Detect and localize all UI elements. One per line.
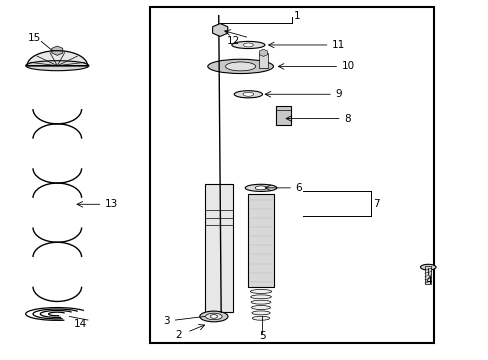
Bar <box>149 7 433 342</box>
Ellipse shape <box>251 311 270 315</box>
Ellipse shape <box>251 300 270 304</box>
Text: 5: 5 <box>259 332 265 342</box>
Polygon shape <box>52 46 62 55</box>
Ellipse shape <box>244 184 276 192</box>
Bar <box>248 194 273 287</box>
Ellipse shape <box>243 43 253 47</box>
Ellipse shape <box>207 59 273 73</box>
Text: 13: 13 <box>105 199 118 209</box>
Text: 12: 12 <box>226 36 239 46</box>
Text: 8: 8 <box>344 113 350 123</box>
Polygon shape <box>212 23 227 36</box>
Ellipse shape <box>200 311 227 322</box>
Bar <box>276 106 290 125</box>
Ellipse shape <box>243 92 253 96</box>
Text: 11: 11 <box>331 40 345 50</box>
Text: 10: 10 <box>341 62 354 71</box>
Text: 1: 1 <box>293 12 300 21</box>
Text: 15: 15 <box>28 33 41 43</box>
Ellipse shape <box>255 186 266 190</box>
Text: 2: 2 <box>175 330 182 340</box>
Text: 4: 4 <box>424 276 431 286</box>
Ellipse shape <box>205 313 222 320</box>
Ellipse shape <box>210 315 217 318</box>
Ellipse shape <box>420 264 435 270</box>
Ellipse shape <box>231 41 264 49</box>
Text: 6: 6 <box>294 183 301 193</box>
Ellipse shape <box>251 306 270 310</box>
Text: 9: 9 <box>335 89 341 99</box>
Polygon shape <box>27 51 87 66</box>
Text: 3: 3 <box>163 316 170 326</box>
Text: 14: 14 <box>73 319 86 329</box>
Polygon shape <box>259 49 267 57</box>
Text: 7: 7 <box>372 199 379 209</box>
Ellipse shape <box>225 62 255 71</box>
Ellipse shape <box>250 289 271 293</box>
Ellipse shape <box>252 316 269 320</box>
Ellipse shape <box>250 295 271 299</box>
Ellipse shape <box>26 61 89 71</box>
Bar <box>259 53 267 68</box>
Bar <box>425 266 430 284</box>
Bar <box>204 184 232 312</box>
Ellipse shape <box>234 91 262 98</box>
